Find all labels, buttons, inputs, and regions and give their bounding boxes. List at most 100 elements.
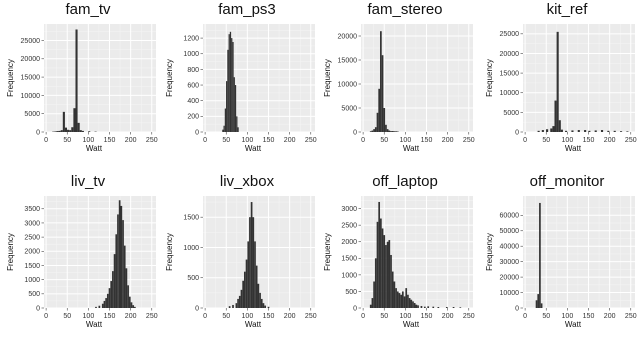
histogram-bar [385,125,387,132]
y-tick-label: 10000 [338,81,358,88]
y-tick-label: 60000 [500,213,520,220]
histogram-bar [107,294,109,308]
x-tick-label: 50 [63,313,71,320]
x-tick-label: 100 [83,313,95,320]
histogram-bar [416,305,418,308]
histogram-bar [539,203,541,308]
histogram-bar [424,307,426,308]
x-tick-label: 150 [421,313,433,320]
histogram-bar [75,29,77,132]
x-tick-label: 150 [583,137,595,144]
histogram-bar [537,294,539,308]
histogram-bar [99,306,101,308]
x-tick-label: 50 [542,313,550,320]
x-tick-label: 0 [361,137,365,144]
histogram-bar [95,307,97,308]
histogram-bar [571,130,573,132]
y-tick-label: 1000 [183,245,199,252]
x-tick-label: 0 [523,313,527,320]
y-tick-label: 10000 [500,90,520,97]
y-tick-label: 3000 [341,206,357,213]
x-tick-label: 0 [523,137,527,144]
histogram-bar [110,281,112,308]
y-tick-label: 0 [195,305,199,312]
histogram-bar [380,31,382,132]
x-tick-label: 250 [146,313,158,320]
x-tick-label: 100 [242,137,254,144]
panel-title: liv_tv [71,173,106,190]
x-tick-label: 150 [583,313,595,320]
panel-title: off_laptop [372,173,438,190]
y-axis-label: Frequency [165,233,174,271]
histogram-bar [383,108,385,132]
y-tick-label: 20000 [21,56,41,63]
x-tick-label: 100 [400,137,412,144]
y-tick-label: 2500 [341,223,357,230]
histogram-bar [399,293,401,308]
histogram-bar [65,128,67,132]
histogram-bar [620,131,622,132]
x-tick-label: 150 [421,137,433,144]
histogram-bar [385,245,387,308]
y-tick-label: 20000 [500,275,520,282]
x-tick-label: 50 [63,137,71,144]
histogram-bar [578,130,580,132]
histogram-bar [565,131,567,132]
histogram-bar [377,113,379,132]
x-tick-label: 100 [242,313,254,320]
histogram-bar [229,34,230,132]
histogram-bar [59,131,61,132]
y-tick-label: 10000 [500,290,520,297]
y-tick-label: 15000 [21,74,41,81]
histogram-bar [407,295,409,308]
x-axis-label: Watt [86,144,103,153]
y-tick-label: 0 [36,305,40,312]
histogram-bar [375,258,377,308]
y-tick-label: 500 [187,275,199,282]
x-axis-label: Watt [565,144,582,153]
histogram-bar [124,246,126,308]
histogram-bar [241,290,243,308]
y-tick-label: 10000 [21,93,41,100]
y-tick-label: 40000 [500,244,520,251]
x-axis-label: Watt [86,320,103,329]
y-tick-label: 1500 [341,256,357,263]
histogram-bar [230,32,231,132]
histogram-bar [378,89,380,132]
histogram-bar [552,126,554,132]
y-tick-label: 0 [353,129,357,136]
histogram-bar [373,129,375,132]
histogram-bar [236,116,237,132]
y-tick-label: 1500 [183,215,199,222]
y-tick-label: 600 [187,82,199,89]
panel-title: liv_xbox [220,173,275,190]
y-tick-label: 5000 [503,110,519,117]
histogram-bar [405,288,407,308]
histogram-bar [607,131,609,132]
histogram-bar [410,300,412,308]
y-tick-label: 500 [28,291,40,298]
histogram-bar [459,307,461,308]
histogram-bar [370,131,372,132]
x-axis-label: Watt [565,320,582,329]
histogram-bar [232,305,234,308]
histogram-bar [387,129,389,132]
histogram-bar [229,306,231,308]
histogram-bar [392,131,394,132]
histogram-bar [404,296,406,308]
histogram-bar [254,241,256,308]
histogram-bar [122,220,124,308]
y-tick-label: 2000 [341,239,357,246]
histogram-bar [112,271,114,308]
histogram-bar [237,299,239,308]
histogram-bar [595,130,597,132]
histogram-bar [227,50,228,132]
histogram-bar [546,129,548,132]
x-tick-label: 50 [222,137,230,144]
histogram-bar [437,307,439,308]
y-axis-label: Frequency [6,59,15,97]
x-tick-label: 250 [625,137,637,144]
